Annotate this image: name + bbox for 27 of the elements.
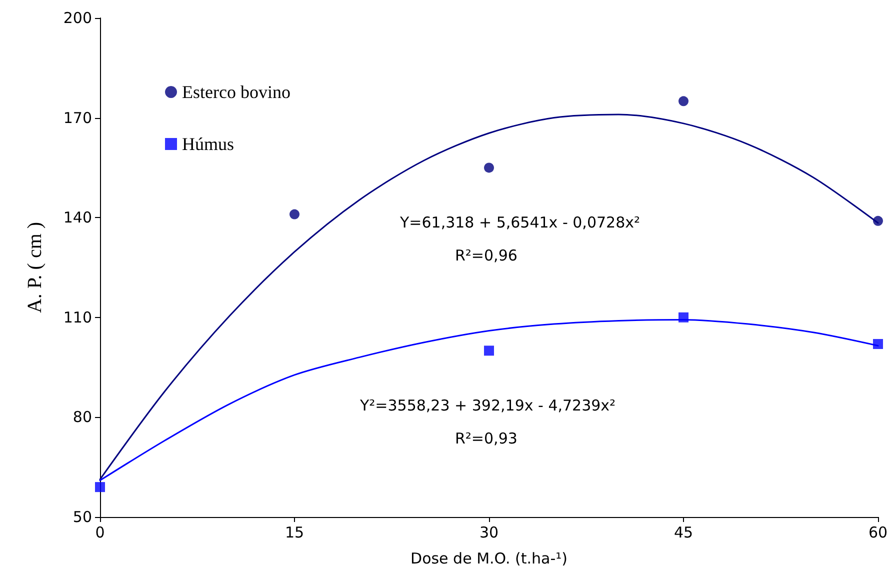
point	[484, 346, 494, 356]
x-tick-label: 30	[479, 524, 499, 542]
point	[873, 216, 883, 226]
annotation: R²=0,93	[455, 430, 518, 448]
point	[484, 162, 494, 173]
point	[678, 312, 688, 322]
y-tick-label: 110	[63, 308, 92, 326]
legend-label: Esterco bovino	[182, 82, 290, 102]
point	[873, 339, 883, 350]
x-tick-label: 0	[95, 524, 105, 542]
y-tick-label: 50	[72, 508, 92, 526]
y-tick-label: 80	[72, 408, 92, 426]
x-tick-label: 60	[868, 524, 888, 542]
y-tick-label: 140	[63, 208, 92, 227]
y-tick-label: 200	[63, 9, 92, 27]
annotation: R²=0,96	[455, 246, 518, 264]
legend-label: Húmus	[182, 134, 234, 154]
y-axis-title: A. P. ( cm )	[24, 222, 46, 314]
x-tick-label: 45	[674, 524, 694, 542]
annotation: Y²=3558,23 + 392,19x - 4,7239x²	[359, 396, 616, 414]
x-axis-title: Dose de M.O. (t.ha-¹)	[410, 550, 568, 568]
annotation: Y=61,318 + 5,6541x - 0,0728x²	[399, 214, 640, 232]
point	[290, 209, 300, 220]
point	[95, 482, 105, 492]
y-tick-label: 170	[63, 108, 92, 127]
x-tick-label: 15	[284, 524, 304, 542]
point	[678, 96, 688, 106]
